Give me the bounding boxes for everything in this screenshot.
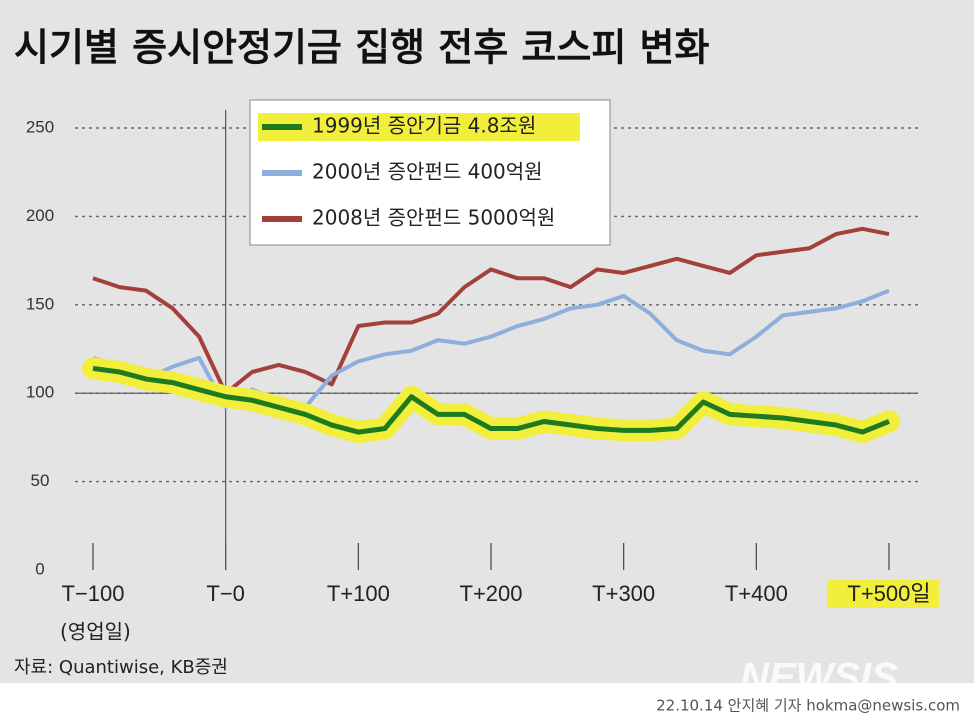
x-tick-label: T+200 bbox=[460, 581, 523, 606]
x-tick-label: T+500일 bbox=[847, 581, 930, 606]
source: 자료: Quantiwise, KB증권 bbox=[14, 657, 228, 678]
y-tick-label: 0 bbox=[35, 559, 44, 578]
legend-label: 2000년 증안펀드 400억원 bbox=[312, 160, 543, 184]
x-axis-label: (영업일) bbox=[60, 620, 131, 644]
legend-label: 2008년 증안펀드 5000억원 bbox=[312, 206, 555, 230]
watermark: NEWSIS bbox=[740, 656, 898, 700]
plot: 0 50 100 150 200 250 T−100 T−0 T+100 T+200 T+300 T+… bbox=[26, 99, 939, 608]
series-line bbox=[92, 365, 890, 435]
x-tick-label: T+300 bbox=[592, 581, 655, 606]
y-tick-label: 100 bbox=[26, 383, 54, 402]
x-tick-label: T+100 bbox=[327, 581, 390, 606]
legend: 1999년 증안기금 4.8조원 2000년 증안펀드 400억원 2008년 증안… bbox=[249, 99, 611, 246]
x-tick-label: T−0 bbox=[206, 581, 245, 606]
y-tick-label: 250 bbox=[26, 117, 54, 136]
label-highlight bbox=[827, 580, 939, 608]
legend-label: 1999년 증안기금 4.8조원 bbox=[312, 114, 536, 138]
y-tick-label: 150 bbox=[26, 294, 54, 313]
chart-title: 시기별 증시안정기금 집행 전후 코스피 변화 bbox=[14, 26, 709, 70]
byline: 22.10.14 안지혜 기자 hokma@newsis.com bbox=[656, 697, 960, 715]
footer-band bbox=[0, 683, 974, 727]
x-tick-label: T−100 bbox=[62, 581, 125, 606]
legend-highlight bbox=[258, 113, 580, 141]
y-tick-label: 50 bbox=[31, 471, 50, 490]
x-tick-label: T+400 bbox=[725, 581, 788, 606]
y-tick-label: 200 bbox=[26, 206, 54, 225]
